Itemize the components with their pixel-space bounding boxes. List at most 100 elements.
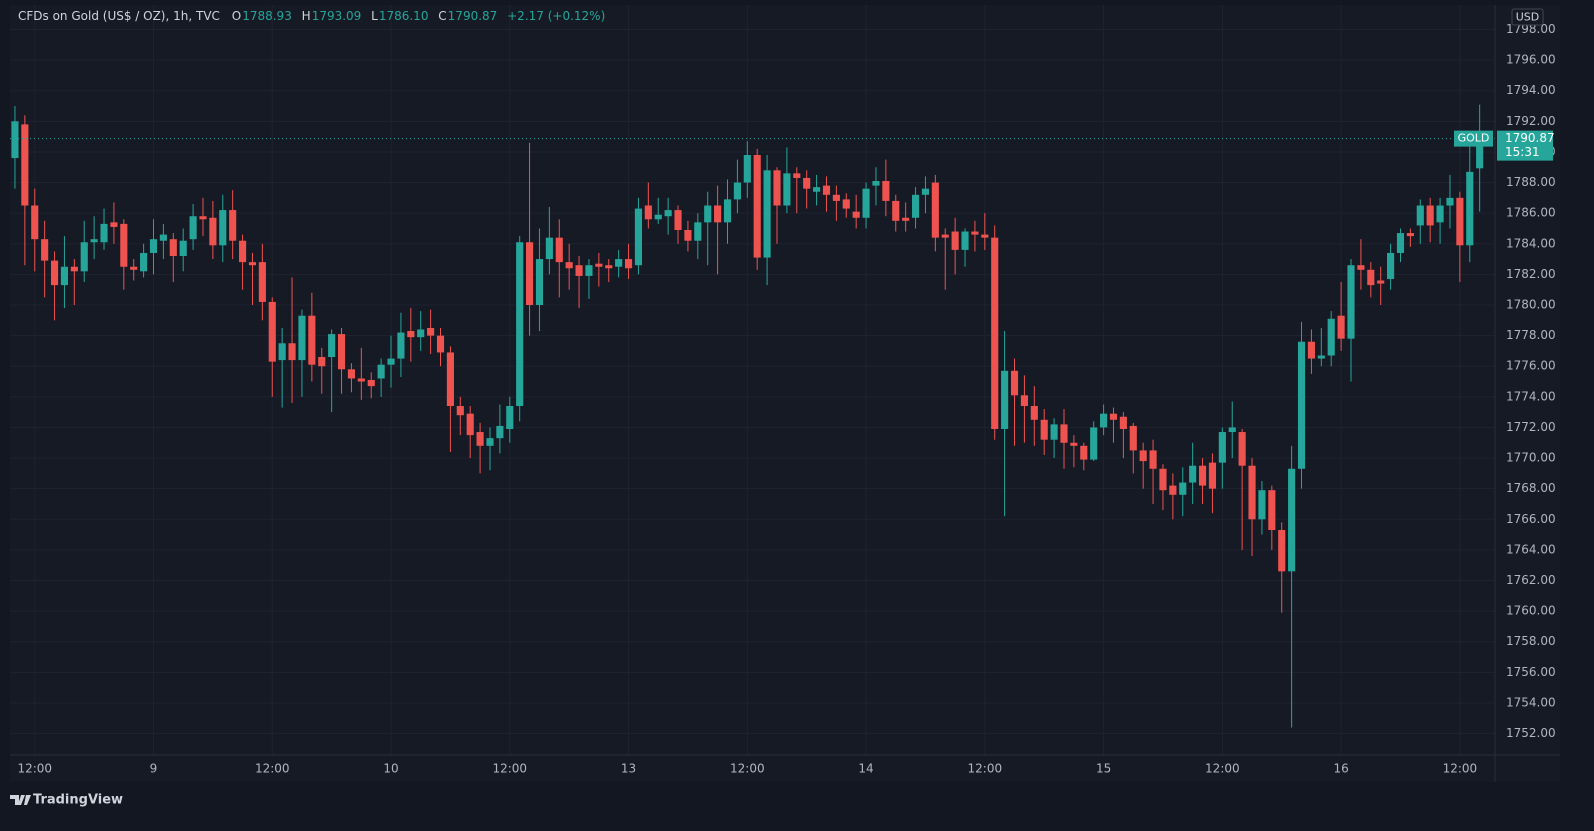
candle-body [1169, 485, 1177, 495]
candle-body [1278, 530, 1286, 572]
candle-body [1396, 233, 1405, 253]
time-axis [10, 755, 1495, 782]
x-tick-label: 12:00 [255, 762, 290, 776]
candle-body [189, 216, 197, 240]
symbol-tag [1454, 130, 1493, 147]
candle-body [753, 155, 761, 258]
candle-body [723, 199, 732, 223]
price-tag [1497, 130, 1553, 161]
candle-body [832, 194, 840, 201]
legend-value: 1786.10 [378, 9, 429, 23]
candle-body [328, 334, 336, 358]
candle-body [526, 242, 534, 305]
legend-value: 1793.09 [311, 9, 362, 23]
candle-body [1466, 171, 1474, 246]
y-tick-label: 1778.00 [1506, 328, 1556, 342]
x-tick-label: 9 [150, 762, 158, 776]
candle-body [506, 406, 514, 429]
candle-body [1317, 355, 1325, 359]
candle-body [733, 182, 741, 200]
candle-body [783, 173, 791, 206]
x-tick-label: 13 [621, 762, 636, 776]
candle-body [1109, 413, 1118, 420]
candle-body [476, 432, 484, 446]
brand-name: TradingView [33, 793, 123, 808]
currency-box[interactable] [1511, 8, 1544, 26]
legend-value: 1790.87 [447, 9, 498, 23]
y-tick-label: 1782.00 [1506, 267, 1556, 281]
candle-body [1139, 450, 1147, 462]
candle-body [1426, 205, 1434, 226]
candle-body [1030, 406, 1038, 420]
candle-body [347, 369, 355, 379]
legend-key: H [301, 9, 311, 23]
candle-body [555, 237, 563, 263]
candle-body [357, 378, 365, 382]
y-tick-label: 1774.00 [1506, 389, 1556, 403]
candle-body [605, 265, 613, 269]
candle-body [130, 266, 138, 270]
candle-body [100, 223, 108, 243]
candle-body [911, 194, 920, 218]
candle-body [486, 438, 494, 446]
candle-body [1327, 318, 1335, 356]
candle-body [407, 331, 415, 338]
candle-body [298, 315, 306, 361]
x-tick-label: 12:00 [1443, 762, 1478, 776]
candle-body [149, 239, 158, 253]
x-tick-label: 12:00 [1205, 762, 1240, 776]
legend-key: O [231, 9, 242, 23]
candle-body [971, 231, 979, 235]
candle-body [1297, 341, 1306, 469]
candle-body [674, 210, 682, 230]
candle-body [50, 260, 59, 286]
x-tick-label: 12:00 [492, 762, 527, 776]
candle-body [714, 205, 722, 223]
candle-body [1238, 432, 1246, 466]
candle-body [684, 230, 692, 241]
y-tick-label: 1792.00 [1506, 114, 1556, 128]
candle-body [803, 177, 811, 189]
y-tick-label: 1772.00 [1506, 420, 1556, 434]
candle-body [1179, 482, 1187, 495]
candle-body [11, 121, 19, 159]
candle-body [219, 210, 227, 246]
candle-body [1100, 413, 1108, 428]
currency-label: USD [1516, 11, 1540, 24]
candle-body [278, 343, 286, 361]
candle-body [1189, 465, 1197, 483]
candle-body [70, 266, 78, 272]
candle-body [209, 217, 217, 246]
y-tick-label: 1796.00 [1506, 53, 1556, 67]
candle-body [1446, 197, 1454, 206]
candle-body [377, 364, 385, 379]
candle-body [1456, 197, 1464, 246]
countdown-label: 15:31 [1505, 145, 1540, 159]
candle-body [1228, 427, 1236, 433]
candle-body [615, 259, 623, 267]
candle-body [179, 240, 187, 257]
candle-body [991, 237, 999, 429]
y-tick-label: 1760.00 [1506, 604, 1556, 618]
y-tick-label: 1770.00 [1506, 451, 1556, 465]
candle-body [1001, 370, 1009, 429]
candle-body [941, 234, 949, 238]
y-tick-label: 1768.00 [1506, 481, 1556, 495]
legend-key: L [371, 9, 378, 23]
y-tick-label: 1754.00 [1506, 695, 1556, 709]
x-tick-label: 14 [858, 762, 873, 776]
candle-body [1060, 424, 1068, 443]
candle-body [743, 155, 751, 183]
candle-body [268, 301, 276, 362]
candle-body [644, 205, 652, 220]
candle-body [1198, 465, 1207, 486]
plot-area [10, 5, 1495, 755]
candle-body [1436, 205, 1444, 223]
candle-body [1149, 450, 1157, 469]
candle-body [1288, 468, 1296, 572]
candle-body [1070, 442, 1078, 446]
candle-body [199, 216, 207, 220]
candle-body [1090, 427, 1098, 460]
candle-body [842, 199, 850, 209]
